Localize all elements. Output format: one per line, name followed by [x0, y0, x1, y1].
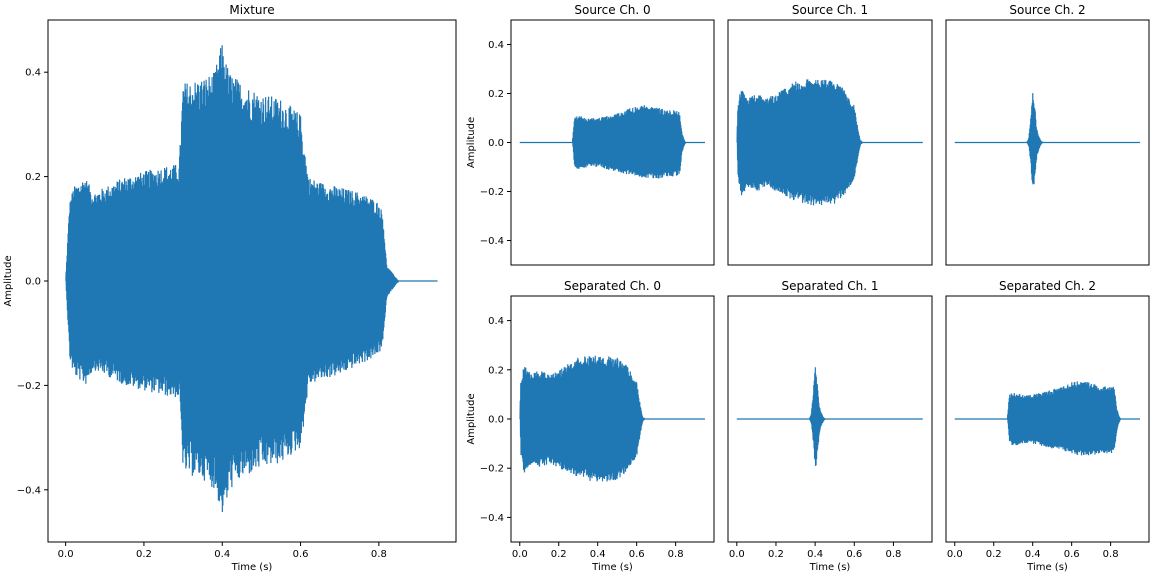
panel-title: Source Ch. 2	[1009, 3, 1085, 17]
panel-title: Mixture	[229, 3, 274, 17]
x-tick-label: 0.0	[58, 549, 74, 560]
x-tick-label: 0.4	[1025, 549, 1041, 560]
x-tick-label: 0.4	[214, 549, 230, 560]
x-tick-label: 0.0	[947, 549, 963, 560]
panel-title: Separated Ch. 2	[999, 279, 1096, 293]
y-axis-label: Amplitude	[466, 393, 477, 444]
x-tick-label: 0.0	[729, 549, 745, 560]
axes-frame	[727, 19, 933, 266]
y-axis-label: Amplitude	[466, 117, 477, 168]
panel-separated-1: Separated Ch. 1 0.0 0.2 0.4 0.6 0.8 Time (s)	[727, 279, 933, 573]
x-tick-label: 0.6	[846, 549, 862, 560]
panel-source-0: Source Ch. 0 −0.4 −0.2 0.0 0.2 0.4 Amplitude	[466, 3, 715, 266]
panel-mixture: Mixture −0.4 −0.2 0.0 0.2 0.4 0.0 0.2 0.4 0.6 0.8 T…	[3, 3, 457, 573]
x-axis-label: Time (s)	[231, 562, 273, 573]
x-tick-label: 0.8	[1103, 549, 1119, 560]
x-tick-label: 0.2	[136, 549, 152, 560]
y-tick-label: −0.4	[17, 485, 41, 496]
y-tick-label: 0.4	[488, 40, 504, 51]
y-tick-label: 0.4	[25, 68, 41, 79]
y-axis-label: Amplitude	[3, 255, 14, 306]
panel-separated-0: Separated Ch. 0 −0.4 −0.2 0.0 0.2 0.4 0.0 0.2 0.…	[466, 279, 715, 573]
x-tick-label: 0.2	[768, 549, 784, 560]
x-tick-label: 0.6	[629, 549, 645, 560]
x-axis-label: Time (s)	[591, 562, 633, 573]
y-tick-label: 0.0	[25, 277, 41, 288]
panel-separated-2: Separated Ch. 2 0.0 0.2 0.4 0.6 0.8 Time (s)	[945, 279, 1150, 573]
panel-source-2: Source Ch. 2	[945, 3, 1150, 266]
x-tick-label: 0.6	[1064, 549, 1080, 560]
waveform-line	[519, 105, 706, 179]
x-tick-label: 0.8	[371, 549, 387, 560]
y-tick-label: −0.2	[17, 381, 41, 392]
y-tick-label: −0.4	[480, 236, 504, 247]
axes-frame	[945, 19, 1150, 266]
waveform-line	[736, 367, 923, 466]
y-tick-label: 0.2	[25, 172, 41, 183]
x-tick-label: 0.4	[590, 549, 606, 560]
x-tick-label: 0.8	[668, 549, 684, 560]
x-tick-label: 0.8	[885, 549, 901, 560]
x-tick-label: 0.6	[293, 549, 309, 560]
x-tick-label: 0.2	[986, 549, 1002, 560]
axes-frame	[945, 295, 1150, 543]
x-axis-label: Time (s)	[1026, 562, 1068, 573]
waveform-line	[736, 79, 923, 206]
y-tick-label: −0.2	[480, 187, 504, 198]
y-tick-label: −0.4	[480, 513, 504, 524]
waveform-line	[519, 355, 706, 482]
x-tick-label: 0.2	[551, 549, 567, 560]
panel-source-1: Source Ch. 1	[727, 3, 933, 266]
waveform-line	[954, 381, 1141, 456]
panel-title: Separated Ch. 0	[564, 279, 661, 293]
y-tick-label: 0.0	[488, 415, 504, 426]
panel-title: Separated Ch. 1	[781, 279, 878, 293]
x-tick-label: 0.0	[512, 549, 528, 560]
y-tick-label: −0.2	[480, 464, 504, 475]
waveform-line	[954, 93, 1141, 185]
waveform-line	[65, 45, 438, 512]
x-axis-label: Time (s)	[809, 562, 851, 573]
axes-frame	[727, 295, 933, 543]
x-tick-label: 0.4	[807, 549, 823, 560]
y-tick-label: 0.0	[488, 138, 504, 149]
panel-title: Source Ch. 1	[792, 3, 868, 17]
panel-title: Source Ch. 0	[574, 3, 650, 17]
y-tick-label: 0.2	[488, 89, 504, 100]
y-tick-label: 0.4	[488, 316, 504, 327]
y-tick-label: 0.2	[488, 365, 504, 376]
